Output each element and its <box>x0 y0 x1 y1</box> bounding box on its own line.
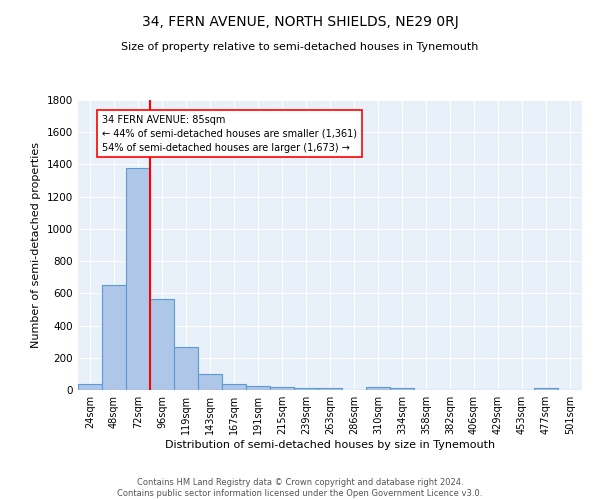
Text: Contains HM Land Registry data © Crown copyright and database right 2024.
Contai: Contains HM Land Registry data © Crown c… <box>118 478 482 498</box>
Bar <box>390 388 414 390</box>
X-axis label: Distribution of semi-detached houses by size in Tynemouth: Distribution of semi-detached houses by … <box>165 440 495 450</box>
Text: 34, FERN AVENUE, NORTH SHIELDS, NE29 0RJ: 34, FERN AVENUE, NORTH SHIELDS, NE29 0RJ <box>142 15 458 29</box>
Y-axis label: Number of semi-detached properties: Number of semi-detached properties <box>31 142 41 348</box>
Text: Size of property relative to semi-detached houses in Tynemouth: Size of property relative to semi-detach… <box>121 42 479 52</box>
Bar <box>246 386 270 390</box>
Bar <box>150 299 174 390</box>
Bar <box>366 387 390 390</box>
Bar <box>294 388 318 390</box>
Text: 34 FERN AVENUE: 85sqm
← 44% of semi-detached houses are smaller (1,361)
54% of s: 34 FERN AVENUE: 85sqm ← 44% of semi-deta… <box>102 114 357 152</box>
Bar <box>126 168 150 390</box>
Bar <box>270 387 294 390</box>
Bar <box>198 374 222 390</box>
Bar <box>102 286 126 390</box>
Bar <box>174 346 198 390</box>
Bar <box>318 388 342 390</box>
Bar <box>78 384 102 390</box>
Bar <box>534 388 558 390</box>
Bar <box>222 384 246 390</box>
